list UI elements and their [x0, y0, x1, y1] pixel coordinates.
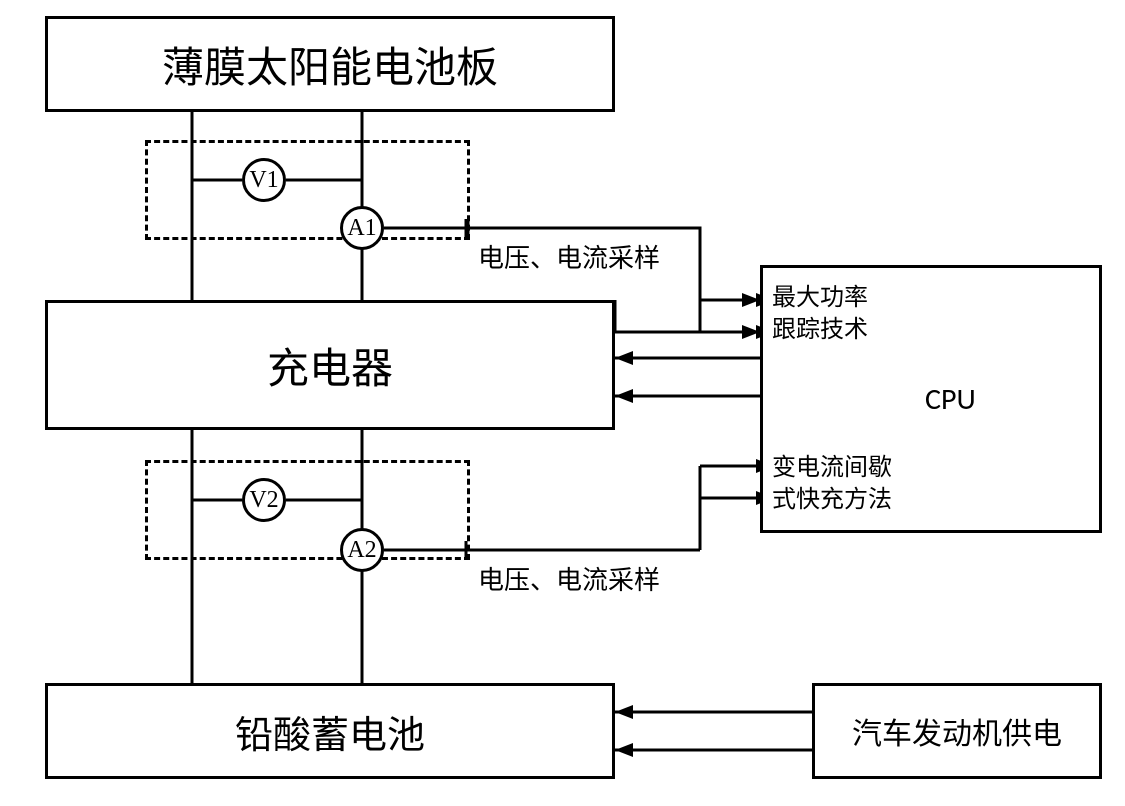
- block-battery: 铅酸蓄电池: [45, 683, 615, 779]
- cpu-fastcharge-label: 变电流间歇 式快充方法: [772, 452, 892, 517]
- block-cpu-label: CPU: [925, 381, 976, 418]
- block-engine: 汽车发动机供电: [812, 683, 1102, 779]
- block-engine-label: 汽车发动机供电: [852, 709, 1062, 753]
- block-solar-panel: 薄膜太阳能电池板: [45, 16, 615, 112]
- block-charger-label: 充电器: [267, 335, 393, 396]
- sample-box-top: [145, 140, 470, 240]
- block-battery-label: 铅酸蓄电池: [235, 704, 425, 759]
- meter-a1: A1: [340, 206, 384, 250]
- block-solar-label: 薄膜太阳能电池板: [162, 34, 498, 95]
- block-charger: 充电器: [45, 300, 615, 430]
- sample-box-bottom: [145, 460, 470, 560]
- sample-label-bottom: 电压、电流采样: [478, 560, 660, 597]
- meter-v1: V1: [242, 158, 286, 202]
- sample-label-top: 电压、电流采样: [478, 238, 660, 275]
- meter-v2: V2: [242, 478, 286, 522]
- cpu-mppt-label: 最大功率 跟踪技术: [772, 282, 868, 347]
- meter-a2: A2: [340, 528, 384, 572]
